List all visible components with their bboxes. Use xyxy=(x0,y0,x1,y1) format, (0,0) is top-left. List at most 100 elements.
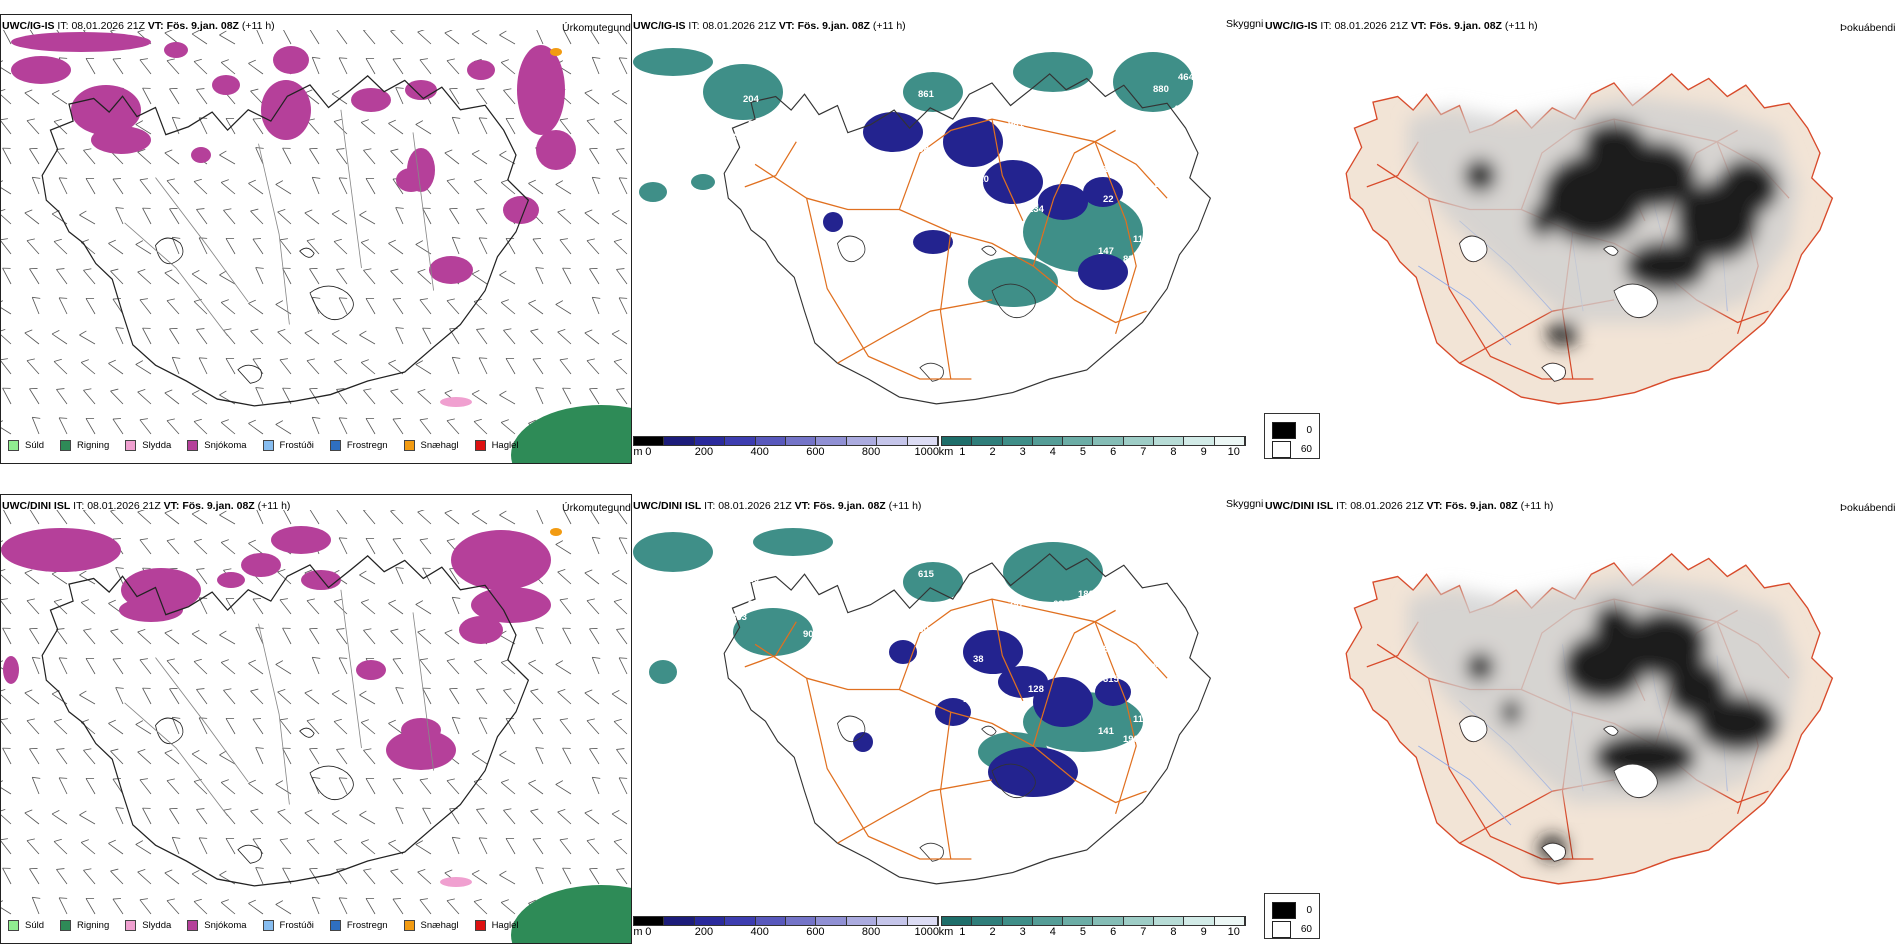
colorbar-segment xyxy=(972,437,1003,445)
header-bottom-precip: UWC/DINI ISL IT: 08.01.2026 21Z VT: Fös.… xyxy=(2,500,291,512)
legend-swatch xyxy=(8,920,19,931)
wind-barb xyxy=(392,58,404,75)
station-label: 11 xyxy=(1133,234,1144,245)
wind-barb xyxy=(135,240,152,255)
wind-barb xyxy=(471,30,488,45)
wind-barb xyxy=(419,898,432,915)
wind-barb xyxy=(193,178,208,195)
wind-barb xyxy=(196,688,208,705)
wind-barb xyxy=(83,868,96,885)
wind-barb xyxy=(51,90,68,105)
iceland-outline xyxy=(723,553,1212,885)
wind-barb xyxy=(365,417,376,435)
wind-barb xyxy=(24,689,40,705)
wind-barb xyxy=(616,748,628,765)
wind-barb xyxy=(53,238,68,255)
low-cloud-base-area xyxy=(983,160,1043,204)
wind-barb xyxy=(395,327,404,345)
wind-barb xyxy=(191,750,208,765)
wind-barb xyxy=(618,657,628,675)
wind-barb xyxy=(1,420,12,435)
wind-barb xyxy=(388,359,404,375)
glacier xyxy=(1603,245,1619,256)
wind-barb xyxy=(365,897,376,915)
low-cloud-base-area xyxy=(1038,184,1088,220)
wind-barb xyxy=(613,358,628,375)
wind-barb xyxy=(311,176,321,195)
wind-barb xyxy=(363,748,376,765)
wind-barb xyxy=(169,688,180,705)
wind-barb xyxy=(191,870,208,885)
legend-label: Snæhagl xyxy=(420,920,459,931)
wind-barb xyxy=(166,178,180,195)
colorbar-tick: 4 xyxy=(1049,926,1056,938)
wind-barb xyxy=(333,358,348,375)
wind-barb xyxy=(164,510,180,525)
wind-barb xyxy=(528,779,544,795)
wind-barb xyxy=(306,598,320,615)
wind-barb xyxy=(618,57,628,75)
fog-index-low-area xyxy=(1624,241,1707,291)
station-label: 180 xyxy=(1078,589,1094,600)
low-cloud-base-area xyxy=(1095,678,1131,706)
wind-barb xyxy=(139,418,152,435)
wind-barb xyxy=(528,179,544,195)
wind-barb xyxy=(115,207,124,225)
wind-barb xyxy=(422,207,432,225)
colorbar-unit: km xyxy=(938,926,954,938)
wind-barb xyxy=(331,810,348,825)
wind-barb xyxy=(336,510,348,525)
wind-barb xyxy=(250,88,264,105)
colorbar-segment xyxy=(1093,917,1124,925)
wind-barb xyxy=(166,58,180,75)
wind-barb xyxy=(306,838,320,855)
wind-barb xyxy=(359,570,376,585)
wind-barb xyxy=(31,776,41,795)
wind-barb xyxy=(311,296,321,315)
wind-barb xyxy=(419,778,432,795)
station-label: 310 xyxy=(973,174,989,185)
wind-barb xyxy=(505,357,516,375)
wind-barb xyxy=(282,267,292,285)
legend-swatch xyxy=(403,440,415,451)
station-label: 101 xyxy=(963,694,980,705)
wind-barb xyxy=(164,30,180,45)
wind-barb xyxy=(225,357,236,375)
wind-barb xyxy=(395,567,404,585)
wind-barb xyxy=(115,807,124,825)
station-label: 22 xyxy=(1103,194,1114,205)
colorbar-tick: 10 xyxy=(1227,926,1240,938)
colorbar-tick: 3 xyxy=(1019,926,1026,938)
wind-barb xyxy=(476,808,488,825)
colorbar-segment xyxy=(1184,437,1215,445)
wind-barb xyxy=(446,778,460,795)
wind-barb xyxy=(584,689,600,705)
header-bottom-cloud: UWC/DINI ISL IT: 08.01.2026 21Z VT: Fös.… xyxy=(633,500,922,512)
wind-barb xyxy=(584,329,600,345)
station-label: 252 xyxy=(1008,244,1024,255)
wind-barb xyxy=(311,776,321,795)
wind-barb xyxy=(444,510,460,525)
station-label: 402 xyxy=(1178,552,1194,563)
wind-barb xyxy=(471,390,488,405)
wind-barb xyxy=(1,300,12,315)
wind-barb xyxy=(282,147,292,165)
wind-barb xyxy=(277,569,292,585)
wind-barb xyxy=(83,388,96,405)
wind-barb xyxy=(530,688,544,705)
rain-area xyxy=(511,405,631,463)
wind-barb xyxy=(1,780,12,795)
colorbar-tick: 2 xyxy=(989,926,996,938)
station-label: 460 xyxy=(913,624,929,635)
wind-barb xyxy=(360,719,376,735)
fog-key-bottom: 0 60 xyxy=(1264,893,1320,939)
wind-barb xyxy=(613,718,628,735)
wind-barb xyxy=(58,897,68,915)
station-label: 297 xyxy=(1008,599,1024,610)
snow-area xyxy=(3,656,19,684)
wind-barb xyxy=(1,180,12,195)
legend-swatch xyxy=(262,920,274,931)
snow-area xyxy=(1,528,121,572)
wind-barb xyxy=(390,148,404,165)
wind-barb xyxy=(359,690,376,705)
